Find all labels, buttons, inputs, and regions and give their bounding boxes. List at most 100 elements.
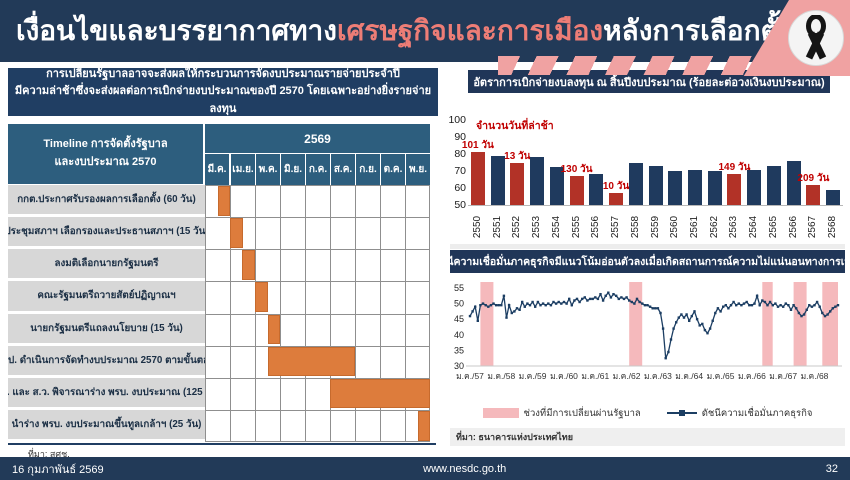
pink-band-swatch — [482, 407, 519, 418]
gantt-month-8: ต.ค. — [380, 154, 405, 185]
bar-xtick-2550: 2550 — [471, 215, 483, 239]
grid-vline — [305, 185, 306, 442]
gantt-row-label: นายกรัฐมนตรีแถลงนโยบาย (15 วัน) — [8, 313, 205, 343]
bar-xtick-2565: 2565 — [767, 215, 779, 239]
bar-xtick-2563: 2563 — [728, 215, 740, 239]
grid-vline — [380, 185, 381, 442]
gantt-bar — [267, 346, 355, 377]
grid-hline — [205, 441, 430, 442]
bar-xtick-2566: 2566 — [787, 215, 799, 239]
grid-hline — [205, 185, 430, 186]
bar-2568 — [826, 189, 841, 205]
gantt-divider — [8, 443, 436, 445]
bar-xtick-2552: 2552 — [511, 215, 523, 239]
bar-2561 — [687, 170, 702, 205]
gantt-bar — [230, 218, 243, 248]
grid-hline — [205, 281, 430, 282]
bar-2560 — [668, 171, 683, 205]
decor-stripes — [498, 56, 798, 75]
delay-label-2567: 209 วัน — [797, 172, 830, 184]
delay-label-2557: 10 วัน — [602, 181, 630, 193]
svg-text:ม.ค./66: ม.ค./66 — [738, 371, 766, 381]
bar-xtick-2564: 2564 — [748, 215, 760, 239]
decor-strip — [450, 244, 845, 249]
svg-text:ม.ค./67: ม.ค./67 — [769, 371, 797, 381]
svg-text:ม.ค./58: ม.ค./58 — [487, 371, 515, 381]
bar-ytick-60: 60 — [454, 182, 466, 194]
bar-xtick-2568: 2568 — [827, 215, 839, 239]
bar-2566 — [786, 160, 801, 205]
title-text-2: หลังการเลือกตั้ง — [603, 15, 793, 46]
grid-vline — [255, 185, 256, 442]
bar-xtick-2553: 2553 — [531, 215, 543, 239]
callout-line-1: การเปลี่ยนรัฐบาลอาจจะส่งผลให้กระบวนการจั… — [46, 68, 400, 81]
callout-box: การเปลี่ยนรัฐบาลอาจจะส่งผลให้กระบวนการจั… — [8, 68, 438, 116]
bar-2567 — [806, 184, 821, 205]
transition-band — [480, 282, 494, 366]
svg-text:ม.ค./57: ม.ค./57 — [456, 371, 484, 381]
footer-page-number: 32 — [825, 462, 838, 475]
delay-label-2552: 13 วัน — [504, 151, 531, 163]
title-text: เงื่อนไขและบรรยากาศทาง — [16, 15, 337, 46]
delay-label-2563: 149 วัน — [718, 162, 751, 174]
bar-2550 — [470, 152, 485, 205]
gantt-title-line2: และงบประมาณ 2570 — [54, 156, 157, 168]
delay-label-2550: 101 วัน — [461, 140, 494, 152]
legend-item-band: ช่วงที่มีการเปลี่ยนผ่านรัฐบาล — [482, 406, 641, 421]
gantt-month-3: พ.ค. — [255, 154, 280, 185]
bar-ytick-80: 80 — [454, 148, 466, 160]
grid-vline — [330, 185, 331, 442]
gantt-month-9: พ.ย. — [405, 154, 430, 185]
bar-xtick-2567: 2567 — [807, 215, 819, 239]
footer-bar: 16 กุมภาพันธ์ 2569 www.nesdc.go.th 32 — [0, 457, 850, 480]
confidence-svg: 30 35 40 45 50 55 ม.ค./57 ม.ค./58 ม.ค./59 ม.ค./60… — [454, 282, 842, 381]
gantt-bar — [217, 186, 230, 216]
bar-2559 — [648, 165, 663, 205]
gantt-row-label: ประชุมสภาฯ เลือกรองและประธานสภาฯ (15 วัน… — [8, 217, 205, 247]
confidence-source-strip: ที่มา: ธนาคารแห่งประเทศไทย — [450, 428, 845, 446]
bar-xtick-2558: 2558 — [629, 215, 641, 239]
gantt-month-4: มิ.ย. — [280, 154, 305, 185]
grid-hline — [205, 346, 430, 347]
gantt-bar — [242, 250, 255, 280]
bar-2564 — [747, 170, 762, 205]
gantt-bar — [255, 282, 268, 312]
svg-text:ม.ค./60: ม.ค./60 — [550, 371, 578, 381]
svg-text:ม.ค./62: ม.ค./62 — [613, 371, 641, 381]
svg-text:45: 45 — [454, 314, 464, 324]
bar-annotation: จำนวนวันที่ล่าช้า — [476, 120, 554, 132]
svg-text:40: 40 — [454, 330, 464, 340]
gantt-month-7: ก.ย. — [355, 154, 380, 185]
svg-text:30: 30 — [454, 361, 464, 371]
grid-vline — [280, 185, 281, 442]
footer-url: www.nesdc.go.th — [423, 462, 507, 475]
gantt-row-label: สงป. ดำเนินการจัดทำงบประมาณ 2570 ตามขั้น… — [8, 345, 205, 375]
bar-xtick-2556: 2556 — [590, 215, 602, 239]
grid-hline — [205, 217, 430, 218]
gantt-bar — [417, 410, 430, 441]
bar-2565 — [766, 165, 781, 205]
bar-xtick-2562: 2562 — [708, 215, 720, 239]
bar-2562 — [707, 171, 722, 205]
gantt-row-label: ลงมติเลือกนายกรัฐมนตรี — [8, 249, 205, 279]
grid-vline — [205, 185, 206, 442]
gantt-year-cell: 2569 — [205, 124, 430, 154]
gantt-row-label: นำร่าง พรบ. งบประมาณขึ้นทูลเกล้าฯ (25 วั… — [8, 409, 205, 439]
callout-line-2: มีความล่าช้าซึ่งจะส่งผลต่อการเบิกจ่ายงบป… — [14, 85, 432, 115]
bar-xtick-2561: 2561 — [688, 215, 700, 239]
bar-2563 — [727, 174, 742, 205]
bar-2555 — [569, 176, 584, 205]
transition-band — [629, 282, 643, 366]
gantt-bar — [330, 378, 430, 409]
bar-xtick-2551: 2551 — [491, 215, 503, 239]
svg-text:ม.ค./64: ม.ค./64 — [675, 371, 703, 381]
footer-date: 16 กุมภาพันธ์ 2569 — [12, 463, 104, 476]
confidence-chart-title: ดัชนีความเชื่อมั่นภาคธุรกิจมีแนวโน้มอ่อน… — [432, 250, 850, 273]
bar-xtick-2560: 2560 — [669, 215, 681, 239]
bar-2551 — [490, 155, 505, 205]
transition-band — [822, 282, 838, 366]
gantt-row-label: คณะรัฐมนตรีถวายสัตย์ปฏิญาณฯ — [8, 281, 205, 311]
gantt-month-1: มี.ค. — [205, 154, 229, 185]
grid-vline — [429, 185, 430, 442]
legend-band-label: ช่วงที่มีการเปลี่ยนผ่านรัฐบาล — [523, 407, 641, 419]
